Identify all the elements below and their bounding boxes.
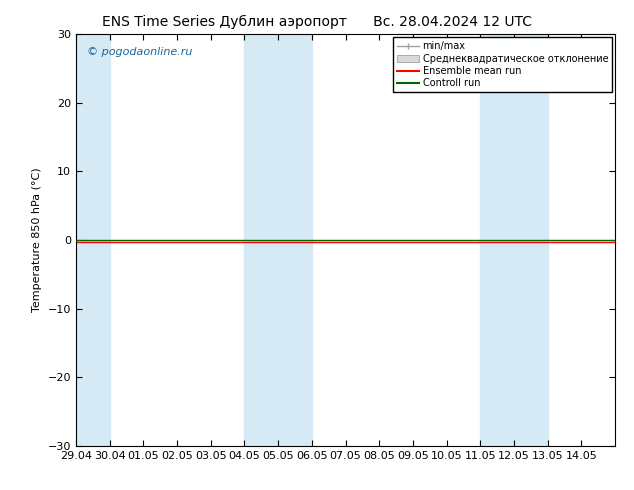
Bar [59, 34, 110, 446]
Legend: min/max, Среднеквадратическое отклонение, Ensemble mean run, Controll run: min/max, Среднеквадратическое отклонение… [393, 37, 612, 92]
Bar [480, 34, 548, 446]
Text: ENS Time Series Дублин аэропорт      Вс. 28.04.2024 12 UTC: ENS Time Series Дублин аэропорт Вс. 28.0… [102, 15, 532, 29]
Bar [245, 34, 312, 446]
Y-axis label: Temperature 850 hPa (°C): Temperature 850 hPa (°C) [32, 168, 42, 313]
Text: © pogodaonline.ru: © pogodaonline.ru [87, 47, 192, 57]
